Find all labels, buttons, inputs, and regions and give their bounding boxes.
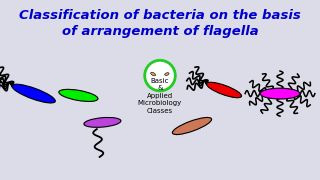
Ellipse shape (260, 88, 300, 99)
Ellipse shape (84, 118, 121, 127)
Text: Basic
&
Applied
Microbiology
Classes: Basic & Applied Microbiology Classes (138, 78, 182, 114)
Text: Classification of bacteria on the basis: Classification of bacteria on the basis (19, 9, 301, 22)
Ellipse shape (151, 72, 156, 76)
Ellipse shape (12, 84, 55, 103)
Text: of arrangement of flagella: of arrangement of flagella (62, 25, 258, 38)
Ellipse shape (59, 89, 98, 102)
Ellipse shape (165, 73, 169, 75)
Ellipse shape (206, 82, 242, 98)
Ellipse shape (172, 118, 212, 134)
Circle shape (145, 60, 175, 91)
